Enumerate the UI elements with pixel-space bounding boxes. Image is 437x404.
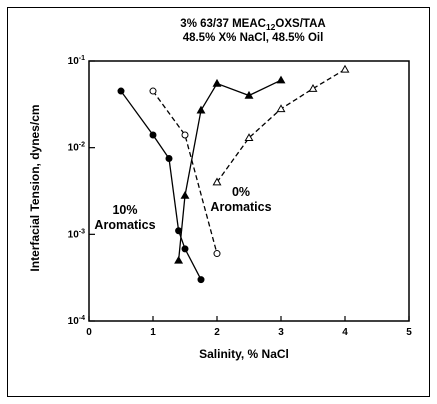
data-point-circle bbox=[213, 250, 221, 258]
data-point-triangle bbox=[276, 104, 286, 113]
series-zero-percent-aromatics bbox=[149, 64, 350, 258]
annotation-zero-percent-line-1: 0% bbox=[232, 185, 250, 199]
data-point-circle bbox=[149, 131, 157, 139]
data-point-circle bbox=[197, 276, 205, 284]
data-point-triangle bbox=[308, 84, 318, 92]
data-point-triangle bbox=[180, 190, 190, 199]
x-tick-label: 4 bbox=[342, 327, 348, 338]
series-line bbox=[152, 90, 218, 254]
y-tick-label: 10-1 bbox=[68, 55, 85, 67]
data-point-triangle bbox=[276, 75, 286, 84]
y-axis-label: Interfacial Tension, dynes/cm bbox=[28, 104, 42, 271]
data-point-triangle bbox=[244, 133, 254, 141]
series-line bbox=[120, 90, 202, 280]
data-point-circle bbox=[165, 154, 173, 162]
data-point-triangle bbox=[196, 105, 206, 114]
y-tick-label: 10-3 bbox=[68, 228, 85, 240]
data-point-triangle bbox=[212, 177, 222, 186]
chart-title-line-1: 3% 63/37 MEAC12OXS/TAA bbox=[180, 18, 325, 32]
plot-area bbox=[88, 60, 410, 322]
data-point-triangle bbox=[212, 78, 222, 87]
annotation-ten-percent-line-1: 10% bbox=[112, 203, 137, 217]
y-tick-label: 10-2 bbox=[68, 142, 85, 154]
data-point-triangle bbox=[174, 255, 184, 264]
series-layer bbox=[117, 64, 350, 284]
annotation-ten-percent-line-2: Aromatics bbox=[94, 218, 155, 232]
x-axis-label: Salinity, % NaCl bbox=[199, 347, 289, 361]
x-tick-label: 2 bbox=[214, 327, 220, 338]
annotation-zero-percent-line-2: Aromatics bbox=[210, 200, 271, 214]
data-point-circle bbox=[117, 87, 125, 95]
y-tick-label: 10-4 bbox=[68, 315, 85, 327]
chart-title-line-2: 48.5% X% NaCl, 48.5% Oil bbox=[183, 32, 324, 44]
data-point-triangle bbox=[244, 90, 254, 99]
x-tick-label: 1 bbox=[150, 327, 156, 338]
series-line bbox=[216, 68, 346, 183]
data-point-triangle bbox=[340, 64, 350, 73]
axis-ticks: 0 1 2 3 4 5 10-4 10-3 10-2 10-1 bbox=[68, 55, 413, 338]
x-tick-label: 5 bbox=[406, 327, 412, 338]
series-ten-percent-aromatics bbox=[117, 75, 286, 284]
series-line bbox=[177, 79, 282, 261]
x-tick-label: 0 bbox=[86, 327, 92, 338]
x-tick-label: 3 bbox=[278, 327, 284, 338]
data-point-circle bbox=[149, 87, 157, 95]
data-point-circle bbox=[181, 131, 189, 139]
figure-frame bbox=[7, 7, 430, 397]
data-point-circle bbox=[181, 245, 189, 253]
